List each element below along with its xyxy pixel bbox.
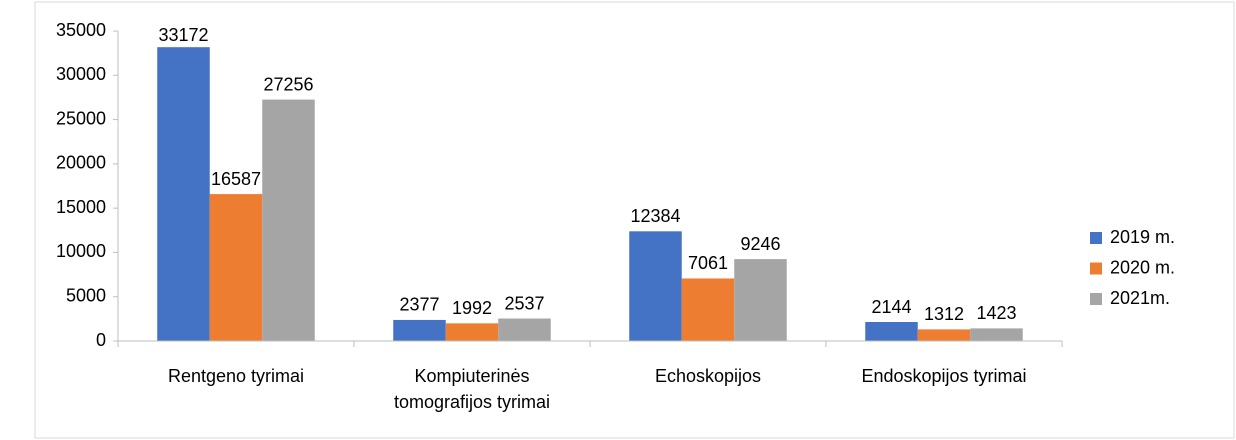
x-tick-label: Rentgeno tyrimai (167, 366, 305, 386)
bar (629, 231, 682, 341)
x-tick-label: Endoskopijos tyrimai (861, 366, 1027, 386)
bar (157, 47, 210, 341)
data-label: 1992 (452, 298, 492, 318)
bar (445, 323, 499, 341)
data-label: 2377 (399, 295, 439, 315)
bar (498, 318, 551, 341)
bar (865, 322, 918, 341)
data-label: 2144 (871, 297, 911, 317)
data-label: 16587 (211, 169, 261, 189)
y-tick-label: 0 (96, 330, 106, 350)
bar (734, 259, 787, 341)
data-label: 2537 (504, 293, 544, 313)
y-tick-label: 10000 (56, 241, 106, 261)
data-label: 1423 (976, 303, 1016, 323)
chart-border (34, 1, 1235, 439)
bar (970, 328, 1023, 341)
bar (262, 99, 315, 341)
y-tick-label: 25000 (56, 108, 106, 128)
legend-swatch (1090, 262, 1102, 275)
bar (917, 329, 971, 341)
legend-swatch (1090, 232, 1102, 244)
y-tick-label: 15000 (56, 197, 106, 217)
bar (393, 319, 446, 341)
y-tick-label: 20000 (56, 153, 106, 173)
x-tick-label: Echoskopijos (654, 366, 762, 386)
bar (681, 278, 735, 341)
data-label: 33172 (158, 25, 208, 45)
data-label: 12384 (630, 206, 680, 226)
y-tick-label: 35000 (56, 20, 106, 40)
data-label: 1312 (924, 304, 964, 324)
y-tick-label: 30000 (56, 64, 106, 84)
data-label: 27256 (263, 74, 313, 94)
data-label: 7061 (688, 253, 728, 273)
y-tick-label: 5000 (66, 285, 106, 305)
bar (209, 194, 263, 341)
legend-label: 2021m. (1110, 288, 1170, 308)
legend-label: 2019 m. (1110, 227, 1175, 247)
x-tick-label: Kompiuterinės tomografijos tyrimai (393, 366, 551, 412)
legend-label: 2020 m. (1110, 257, 1175, 277)
legend-swatch (1090, 293, 1102, 305)
data-label: 9246 (740, 234, 780, 254)
